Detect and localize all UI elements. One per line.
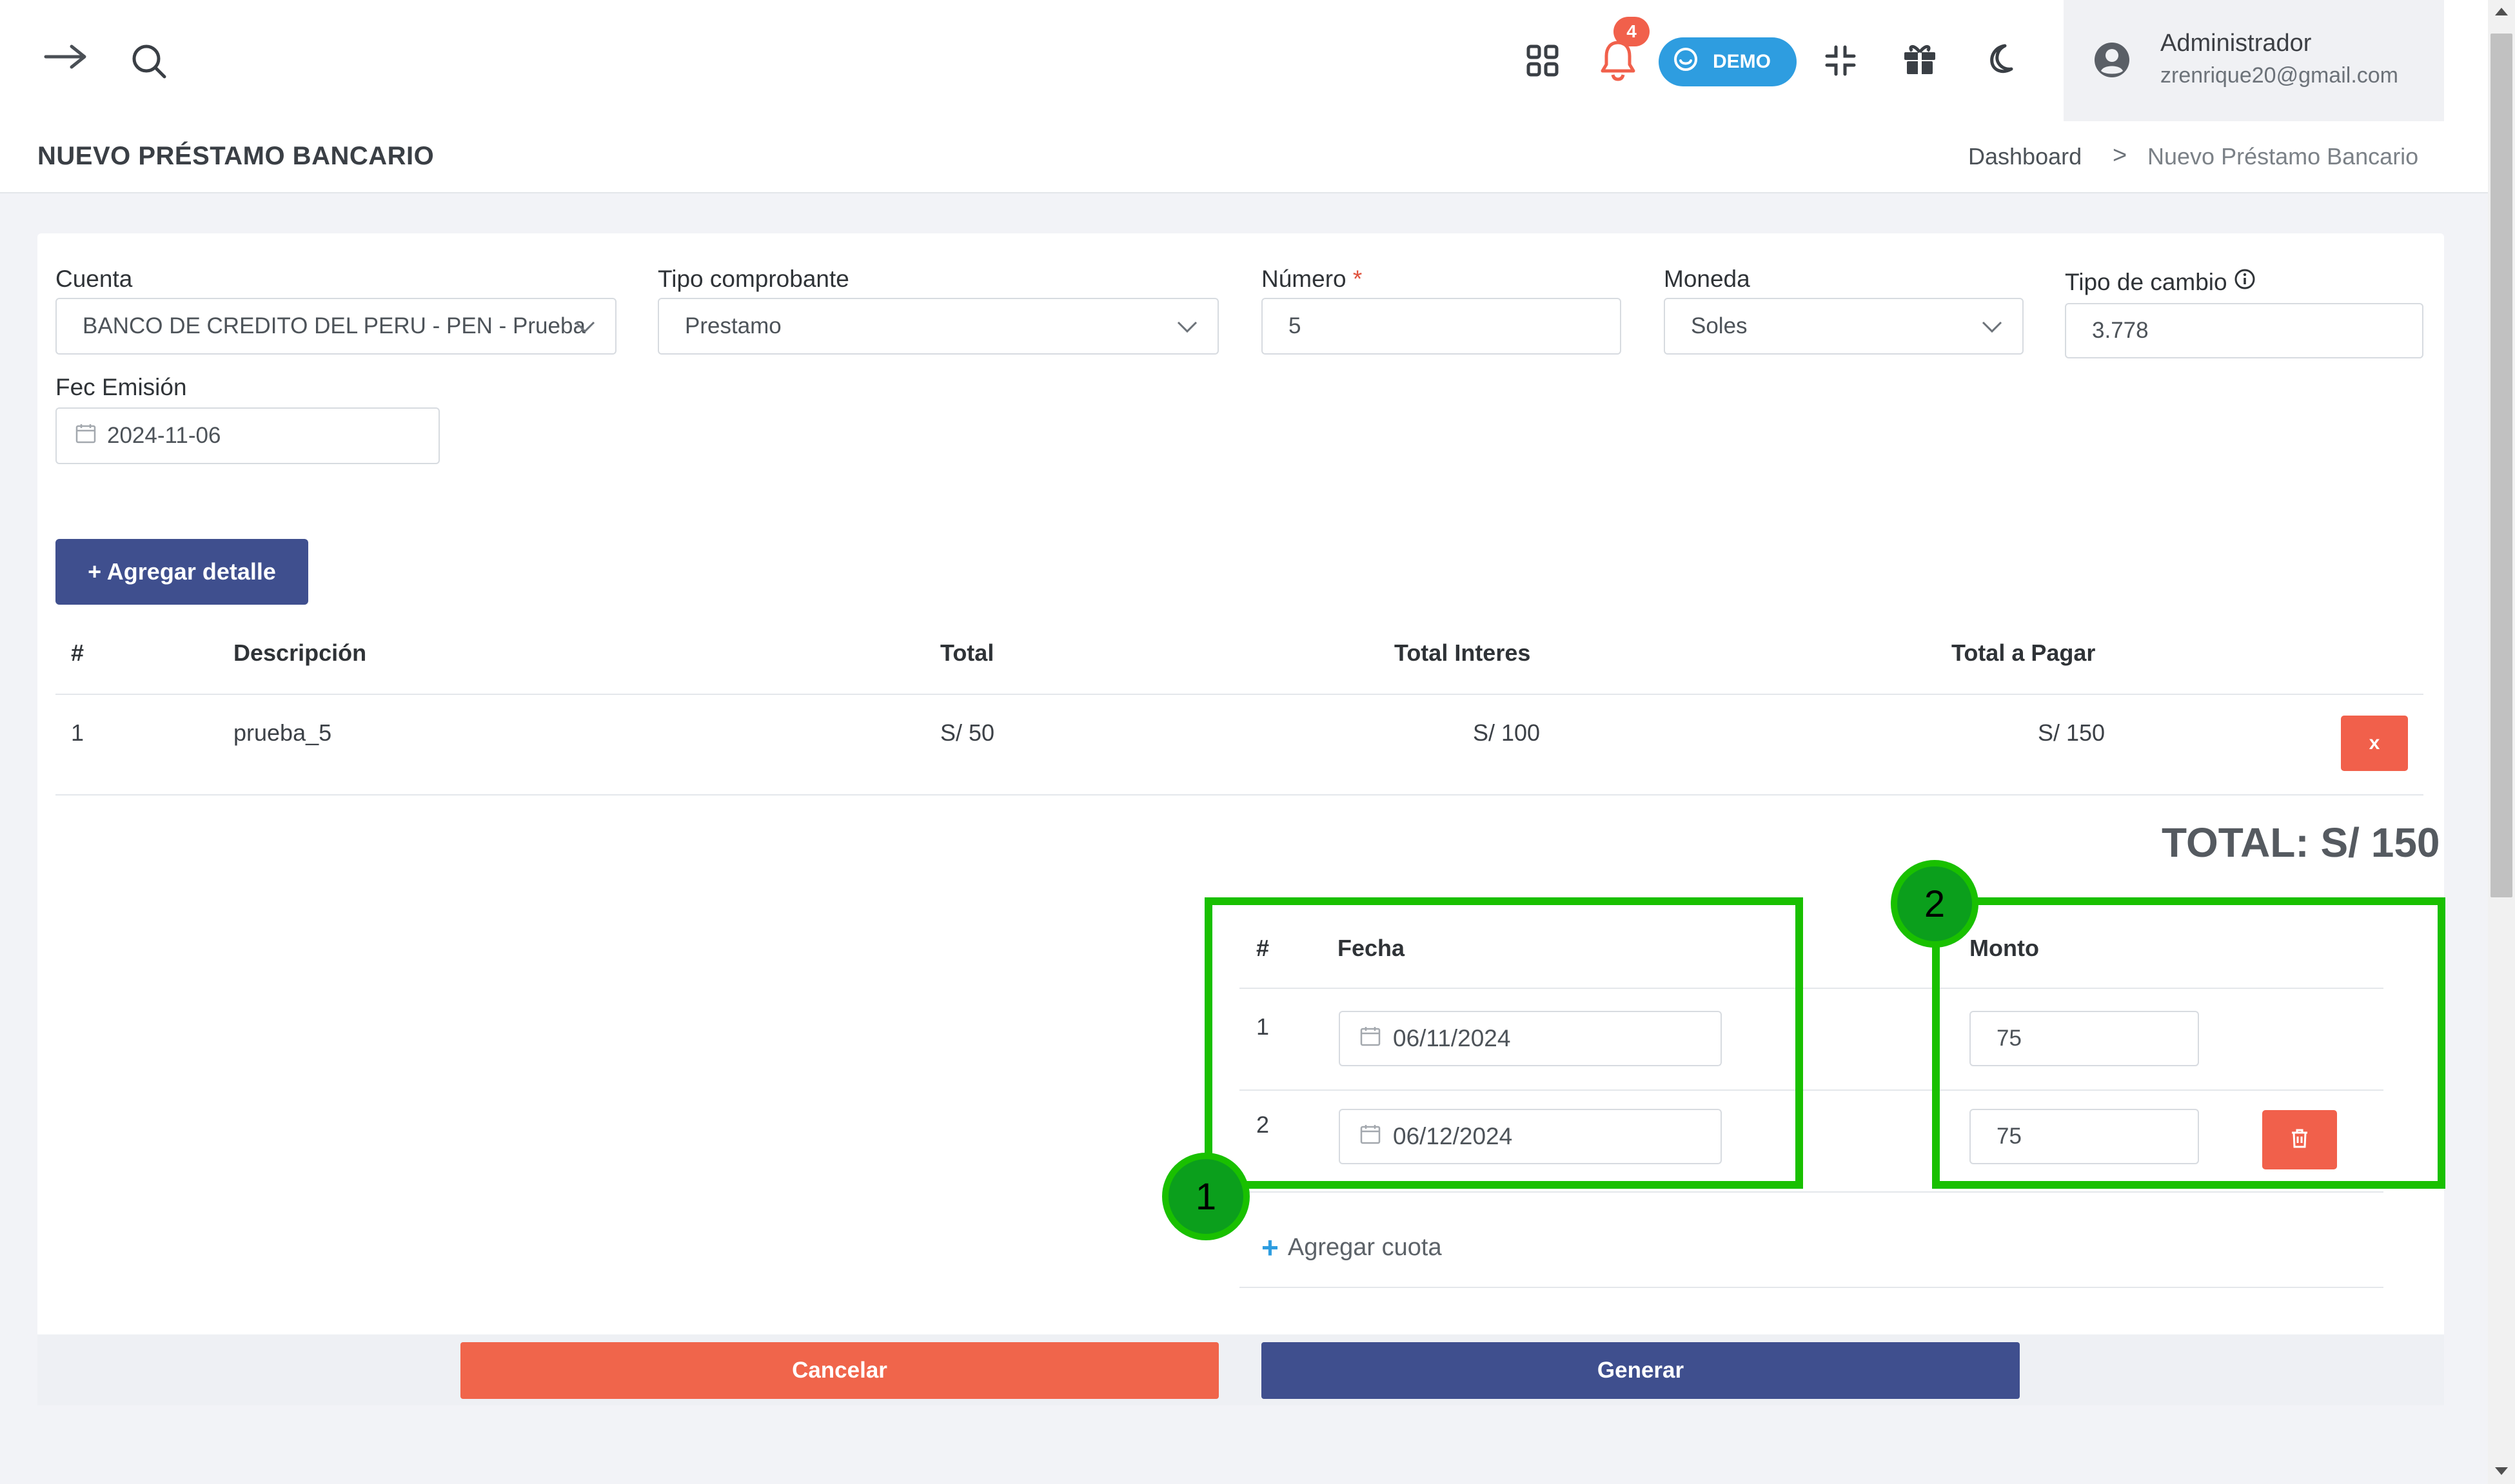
trash-icon	[2290, 1128, 2309, 1153]
cuenta-select-value: BANCO DE CREDITO DEL PERU - PEN - Prueba	[83, 313, 586, 338]
arrow-right-icon[interactable]	[39, 35, 93, 79]
scrollbar-thumb[interactable]	[2490, 34, 2512, 897]
add-detail-button[interactable]: + Agregar detalle	[55, 539, 308, 605]
calendar-icon	[75, 422, 97, 450]
page-title: NUEVO PRÉSTAMO BANCARIO	[37, 142, 435, 170]
quota-row-num: 1	[1256, 1013, 1270, 1040]
remove-detail-button[interactable]: x	[2341, 716, 2408, 771]
user-name: Administrador	[2160, 30, 2312, 57]
breadcrumb-dashboard[interactable]: Dashboard	[1968, 143, 2082, 170]
quota-date-value: 06/11/2024	[1393, 1025, 1511, 1051]
notification-badge: 4	[1613, 17, 1650, 46]
detail-row-descripcion: prueba_5	[233, 719, 332, 746]
gift-icon[interactable]	[1899, 37, 1941, 80]
moneda-label: Moneda	[1664, 266, 1750, 292]
annotation-marker-2: 2	[1891, 860, 1978, 948]
detail-col-num: #	[71, 639, 84, 666]
search-icon[interactable]	[126, 39, 172, 84]
numero-input[interactable]: 5	[1261, 298, 1621, 355]
quota-date-input[interactable]: 06/12/2024	[1339, 1109, 1722, 1164]
page-header	[0, 121, 2515, 193]
smile-icon	[1673, 46, 1699, 77]
tipo-comprobante-value: Prestamo	[685, 313, 782, 338]
table-divider	[55, 694, 2423, 695]
quota-amount-input[interactable]: 75	[1969, 1109, 2199, 1164]
add-quota-label: Agregar cuota	[1287, 1233, 1442, 1261]
total-amount: TOTAL: S/ 150	[2162, 819, 2440, 866]
cancel-button[interactable]: Cancelar	[460, 1342, 1219, 1399]
numero-label-text: Número	[1261, 266, 1346, 292]
demo-toggle[interactable]: DEMO	[1659, 37, 1797, 86]
add-quota-link[interactable]: + Agregar cuota	[1261, 1230, 1442, 1265]
tipo-cambio-label: Tipo de cambio	[2065, 268, 2256, 296]
quota-col-monto: Monto	[1969, 935, 2039, 961]
quota-divider	[1239, 1287, 2383, 1288]
detail-row-total-interes: S/ 100	[1473, 719, 1541, 746]
quota-col-num: #	[1256, 935, 1270, 961]
quota-row-num: 2	[1256, 1111, 1270, 1138]
highlight-box-monto	[1932, 897, 2445, 1189]
fec-emision-input[interactable]: 2024-11-06	[55, 407, 440, 464]
tipo-cambio-input[interactable]: 3.778	[2065, 303, 2423, 358]
numero-label: Número *	[1261, 266, 1362, 293]
plus-icon: +	[1261, 1231, 1279, 1264]
quota-date-value: 06/12/2024	[1393, 1123, 1513, 1149]
chevron-down-icon	[1981, 313, 2003, 339]
fec-emision-value: 2024-11-06	[107, 423, 221, 448]
detail-col-total-pagar: Total a Pagar	[1951, 639, 2096, 666]
form-footer	[37, 1334, 2444, 1405]
quota-date-input[interactable]: 06/11/2024	[1339, 1011, 1722, 1066]
moon-icon[interactable]	[1978, 39, 2020, 80]
detail-col-descripcion: Descripción	[233, 639, 367, 666]
detail-col-total: Total	[940, 639, 994, 666]
cuenta-label: Cuenta	[55, 266, 133, 292]
calendar-icon	[1359, 1025, 1381, 1053]
scroll-down-icon[interactable]	[2493, 1465, 2510, 1481]
detail-col-total-interes: Total Interes	[1394, 639, 1531, 666]
user-circle-icon	[2092, 40, 2132, 80]
required-mark: *	[1352, 266, 1363, 292]
tipo-cambio-label-text: Tipo de cambio	[2065, 268, 2227, 295]
tipo-comprobante-label: Tipo comprobante	[658, 266, 849, 292]
quota-divider	[1239, 1191, 2383, 1193]
quota-divider	[1239, 1089, 2383, 1091]
moneda-value: Soles	[1691, 313, 1748, 338]
user-email: zrenrique20@gmail.com	[2160, 63, 2399, 88]
calendar-icon	[1359, 1123, 1381, 1151]
quota-col-fecha: Fecha	[1337, 935, 1405, 961]
annotation-marker-1: 1	[1162, 1153, 1250, 1240]
apps-grid-icon[interactable]	[1522, 40, 1563, 81]
info-icon[interactable]	[2234, 268, 2256, 296]
moneda-select[interactable]: Soles	[1664, 298, 2024, 355]
generate-button[interactable]: Generar	[1261, 1342, 2020, 1399]
quota-divider	[1239, 988, 2383, 989]
tipo-comprobante-select[interactable]: Prestamo	[658, 298, 1219, 355]
demo-label: DEMO	[1713, 51, 1771, 72]
scroll-up-icon[interactable]	[2493, 5, 2510, 21]
quota-amount-input[interactable]: 75	[1969, 1011, 2199, 1066]
compress-icon[interactable]	[1820, 40, 1861, 81]
fec-emision-label: Fec Emisión	[55, 374, 187, 400]
table-divider	[55, 794, 2423, 796]
detail-row-total-pagar: S/ 150	[2038, 719, 2106, 746]
detail-row-num: 1	[71, 719, 84, 746]
cuenta-select[interactable]: BANCO DE CREDITO DEL PERU - PEN - Prueba	[55, 298, 616, 355]
chevron-down-icon	[1176, 313, 1198, 339]
breadcrumb-separator: >	[2113, 142, 2127, 169]
chevron-down-icon	[574, 313, 596, 339]
delete-quota-button[interactable]	[2262, 1110, 2337, 1169]
highlight-box-fecha	[1205, 897, 1803, 1189]
detail-row-total: S/ 50	[940, 719, 995, 746]
breadcrumb-current: Nuevo Préstamo Bancario	[2147, 143, 2419, 170]
